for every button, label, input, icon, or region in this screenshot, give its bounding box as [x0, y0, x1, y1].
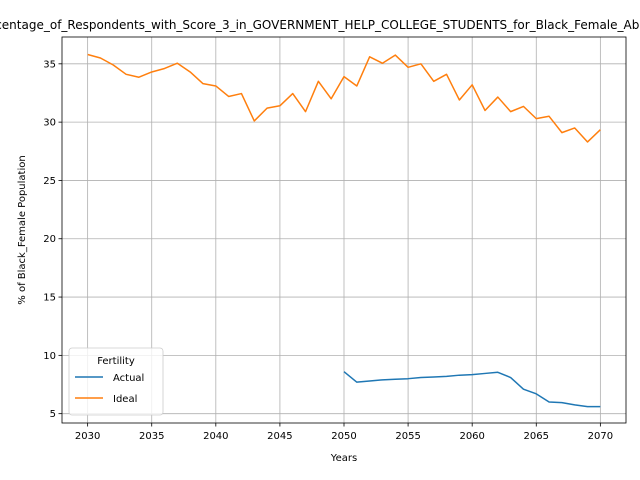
- series-layer: [87, 53, 601, 408]
- legend-label-actual: Actual: [113, 373, 144, 384]
- x-tick-label: 2030: [75, 431, 100, 442]
- y-tick-label: 35: [43, 59, 56, 70]
- x-tick-label: 2050: [331, 431, 356, 442]
- x-axis-label: Years: [330, 453, 357, 464]
- chart-title: Percentage_of_Respondents_with_Score_3_i…: [0, 18, 640, 32]
- x-tick-label: 2055: [395, 431, 420, 442]
- x-tick-label: 2035: [139, 431, 164, 442]
- x-tick-label: 2045: [267, 431, 292, 442]
- series-line-ideal: [87, 53, 601, 143]
- x-tick-label: 2070: [588, 431, 613, 442]
- y-tick-label: 5: [50, 409, 56, 420]
- x-axis-ticks: 2030 2035 2040 2045 2050 2055 2060 2065 2070: [75, 423, 613, 442]
- y-tick-label: 30: [43, 118, 56, 129]
- x-tick-label: 2040: [203, 431, 228, 442]
- legend: Fertility Actual Ideal: [68, 347, 164, 416]
- y-tick-label: 15: [43, 293, 56, 304]
- x-tick-label: 2065: [524, 431, 549, 442]
- y-axis-ticks: 5 10 15 20 25 30 35: [43, 59, 62, 420]
- x-tick-label: 2060: [459, 431, 484, 442]
- y-axis-label: % of Black_Female Population: [17, 155, 28, 304]
- y-tick-label: 25: [43, 176, 56, 187]
- legend-title: Fertility: [97, 356, 135, 367]
- legend-label-ideal: Ideal: [113, 394, 137, 405]
- y-tick-label: 10: [43, 351, 56, 362]
- y-tick-label: 20: [43, 234, 56, 245]
- series-line-actual: [343, 371, 601, 408]
